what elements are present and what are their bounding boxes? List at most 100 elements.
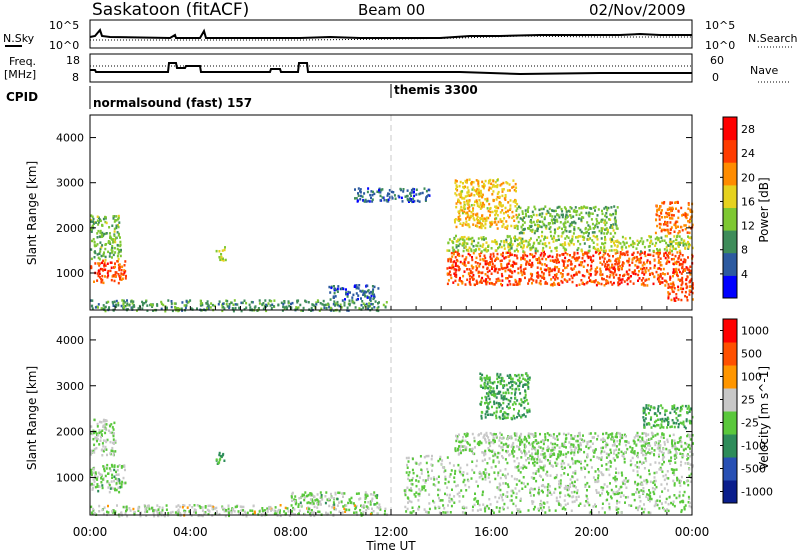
data-cell [661,277,664,280]
data-cell [687,247,690,250]
data-cell [571,475,574,478]
data-cell [558,283,561,286]
data-cell [658,267,661,270]
data-cell [538,465,541,468]
data-cell [367,187,370,190]
data-cell [541,212,544,215]
data-cell [627,259,630,263]
data-cell [432,499,434,503]
data-cell [514,182,517,186]
data-cell [574,210,576,213]
data-cell [645,482,648,485]
data-cell [466,194,469,198]
data-cell [432,483,435,486]
data-cell [489,263,492,266]
data-cell [566,264,569,267]
data-cell [479,194,482,197]
data-cell [511,210,514,214]
data-cell [266,509,269,512]
data-cell [678,490,681,494]
data-cell [658,248,661,251]
data-cell [228,514,230,518]
data-cell [559,482,562,485]
data-cell [351,299,354,302]
data-cell [226,509,229,512]
data-cell [684,227,687,231]
data-cell [494,258,497,261]
data-cell [608,218,610,221]
data-cell [218,250,221,253]
date-title: 02/Nov/2009 [589,1,686,19]
data-cell [503,217,506,220]
data-cell [588,245,591,249]
scatter-region [403,454,694,515]
data-cell [145,514,148,517]
data-cell [109,424,111,428]
data-cell [448,270,451,273]
data-cell [644,445,646,448]
data-cell [605,215,608,219]
data-cell [476,217,478,221]
data-cell [601,473,604,477]
data-cell [624,237,627,240]
data-cell [261,303,264,306]
data-cell [556,253,559,256]
data-cell [606,260,609,264]
data-cell [618,274,621,277]
data-cell [104,247,107,251]
data-cell [598,249,601,252]
data-cell [104,255,107,259]
data-cell [467,252,470,256]
data-cell [562,264,565,267]
data-cell [141,307,144,310]
data-cell [442,511,445,514]
data-cell [553,209,556,213]
data-cell [494,249,497,252]
data-cell [450,251,453,255]
data-cell [223,307,226,310]
data-cell [553,231,556,235]
data-cell [556,206,559,209]
data-cell [91,215,94,218]
data-cell [447,504,449,507]
data-cell [494,217,496,221]
data-cell [503,197,506,200]
data-cell [648,244,651,248]
data-cell [686,213,689,216]
data-cell [491,282,494,285]
data-cell [544,280,547,284]
data-cell [98,257,101,261]
data-cell [645,495,648,499]
data-cell [563,472,566,475]
data-cell [90,266,93,270]
data-cell [609,218,612,221]
data-cell [623,252,626,255]
data-cell [468,274,471,278]
data-cell [551,215,554,218]
data-cell [541,449,544,452]
data-cell [460,449,462,453]
data-cell [463,210,466,213]
data-cell [663,507,666,511]
data-cell [631,261,634,264]
data-cell [619,278,622,282]
data-cell [536,229,539,233]
data-cell [643,273,646,276]
data-cell [419,192,422,195]
data-cell [630,450,633,453]
data-cell [146,309,149,312]
data-cell [313,505,316,509]
data-cell [290,306,293,309]
data-cell [562,453,565,456]
data-cell [609,213,612,216]
data-cell [408,471,411,474]
data-cell [565,229,568,233]
data-cell [427,478,429,481]
data-cell [629,463,632,467]
data-cell [137,507,140,511]
data-cell [342,495,344,498]
data-cell [642,282,645,285]
data-cell [485,278,488,281]
data-cell [506,263,509,267]
data-cell [639,252,642,256]
